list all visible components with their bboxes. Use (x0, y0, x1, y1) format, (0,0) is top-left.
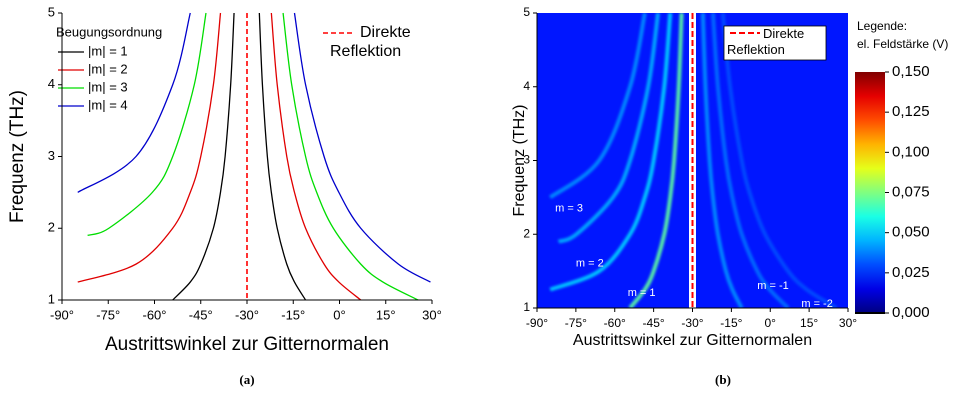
line-series (87, 12, 419, 301)
heatmap-ridges (549, 13, 838, 308)
x-tick-label: -60° (143, 307, 167, 322)
heatmap-ridge (720, 13, 838, 308)
y-tick-label: 1 (523, 300, 530, 314)
annotation: m = 2 (576, 258, 604, 270)
colorbar-tick-label: 0,000 (892, 304, 930, 321)
colorbar-tick-label: 0,025 (892, 264, 930, 281)
colorbar-title: Legende: (857, 19, 907, 33)
legend-label-box: Direkte Reflektion (727, 26, 805, 57)
x-tick-label: 30° (422, 307, 442, 322)
y-tick-label: 5 (523, 5, 530, 19)
x-axis-label: Austrittswinkel zur Gitternormalen (105, 334, 389, 355)
x-tick-label: -45° (189, 307, 213, 322)
heatmap-ridge (710, 13, 790, 308)
x-tick-label: 15° (800, 316, 818, 330)
line-series (77, 12, 431, 283)
annotation: m = 1 (628, 287, 656, 299)
y-tick-label: 5 (48, 4, 55, 19)
x-tick-label: -75° (96, 307, 120, 322)
colorbar-tick-label: 0,150 (892, 63, 930, 80)
colorbar-tick-label: 0,075 (892, 183, 930, 200)
legend-label: Direkte Reflektion (330, 24, 410, 60)
x-tick-label: -15° (281, 307, 305, 322)
legend-label: |m| = 1 (88, 43, 128, 58)
y-tick-label: 3 (48, 148, 55, 163)
y-tick-label: 4 (523, 79, 530, 93)
x-tick-label: 0° (765, 316, 777, 330)
annotation: m = -1 (757, 280, 788, 292)
legend-box (723, 25, 827, 61)
line-series (172, 12, 307, 301)
colorbar-title: el. Feldstärke (V) (857, 37, 948, 51)
annotation: m = 3 (555, 202, 583, 214)
y-tick-label: 1 (48, 291, 55, 306)
x-tick-label: 0° (333, 307, 345, 322)
x-tick-label: -30° (235, 307, 259, 322)
colorbar-tick-label: 0,125 (892, 103, 930, 120)
legend-label: Direkte Reflektion (727, 26, 805, 57)
annotation: m = -2 (801, 298, 832, 310)
x-tick-label: -30° (681, 316, 703, 330)
x-axis-label: Austrittswinkel zur Gitternormalen (573, 332, 812, 349)
y-tick-label: 4 (48, 76, 55, 91)
y-axis-label: Frequenz (THz) (7, 90, 28, 223)
x-tick-label: -15° (720, 316, 742, 330)
colorbar (855, 72, 885, 313)
colorbar-tick-label: 0,050 (892, 224, 930, 241)
line-series (77, 12, 362, 301)
colorbar-tick-label: 0,100 (892, 143, 930, 160)
heatmap-ridge (557, 13, 661, 244)
x-tick-label: -90° (50, 307, 74, 322)
x-tick-label: 30° (839, 316, 857, 330)
x-tick-label: 15° (376, 307, 396, 322)
legend-label-box: Direkte Reflektion (330, 24, 410, 60)
x-tick-label: -60° (604, 316, 626, 330)
y-axis-label: Frequenz (THz) (511, 104, 528, 216)
x-tick-label: -75° (565, 316, 587, 330)
legend-title: Beugungsordnung (56, 24, 162, 39)
caption: (b) (715, 372, 731, 387)
y-tick-label: 2 (48, 220, 55, 235)
x-tick-label: -45° (643, 316, 665, 330)
heatmap-ridge (628, 13, 684, 308)
heatmap-ridge (700, 13, 744, 308)
caption: (a) (239, 372, 254, 387)
legend-label: |m| = 3 (88, 79, 128, 94)
y-tick-label: 3 (523, 153, 530, 167)
y-tick-label: 2 (523, 226, 530, 240)
legend-label: |m| = 4 (88, 97, 128, 112)
heatmap-ridge (549, 13, 647, 200)
heatmap-ridge (549, 13, 673, 292)
legend-label: |m| = 2 (88, 61, 128, 76)
x-tick-label: -90° (526, 316, 548, 330)
